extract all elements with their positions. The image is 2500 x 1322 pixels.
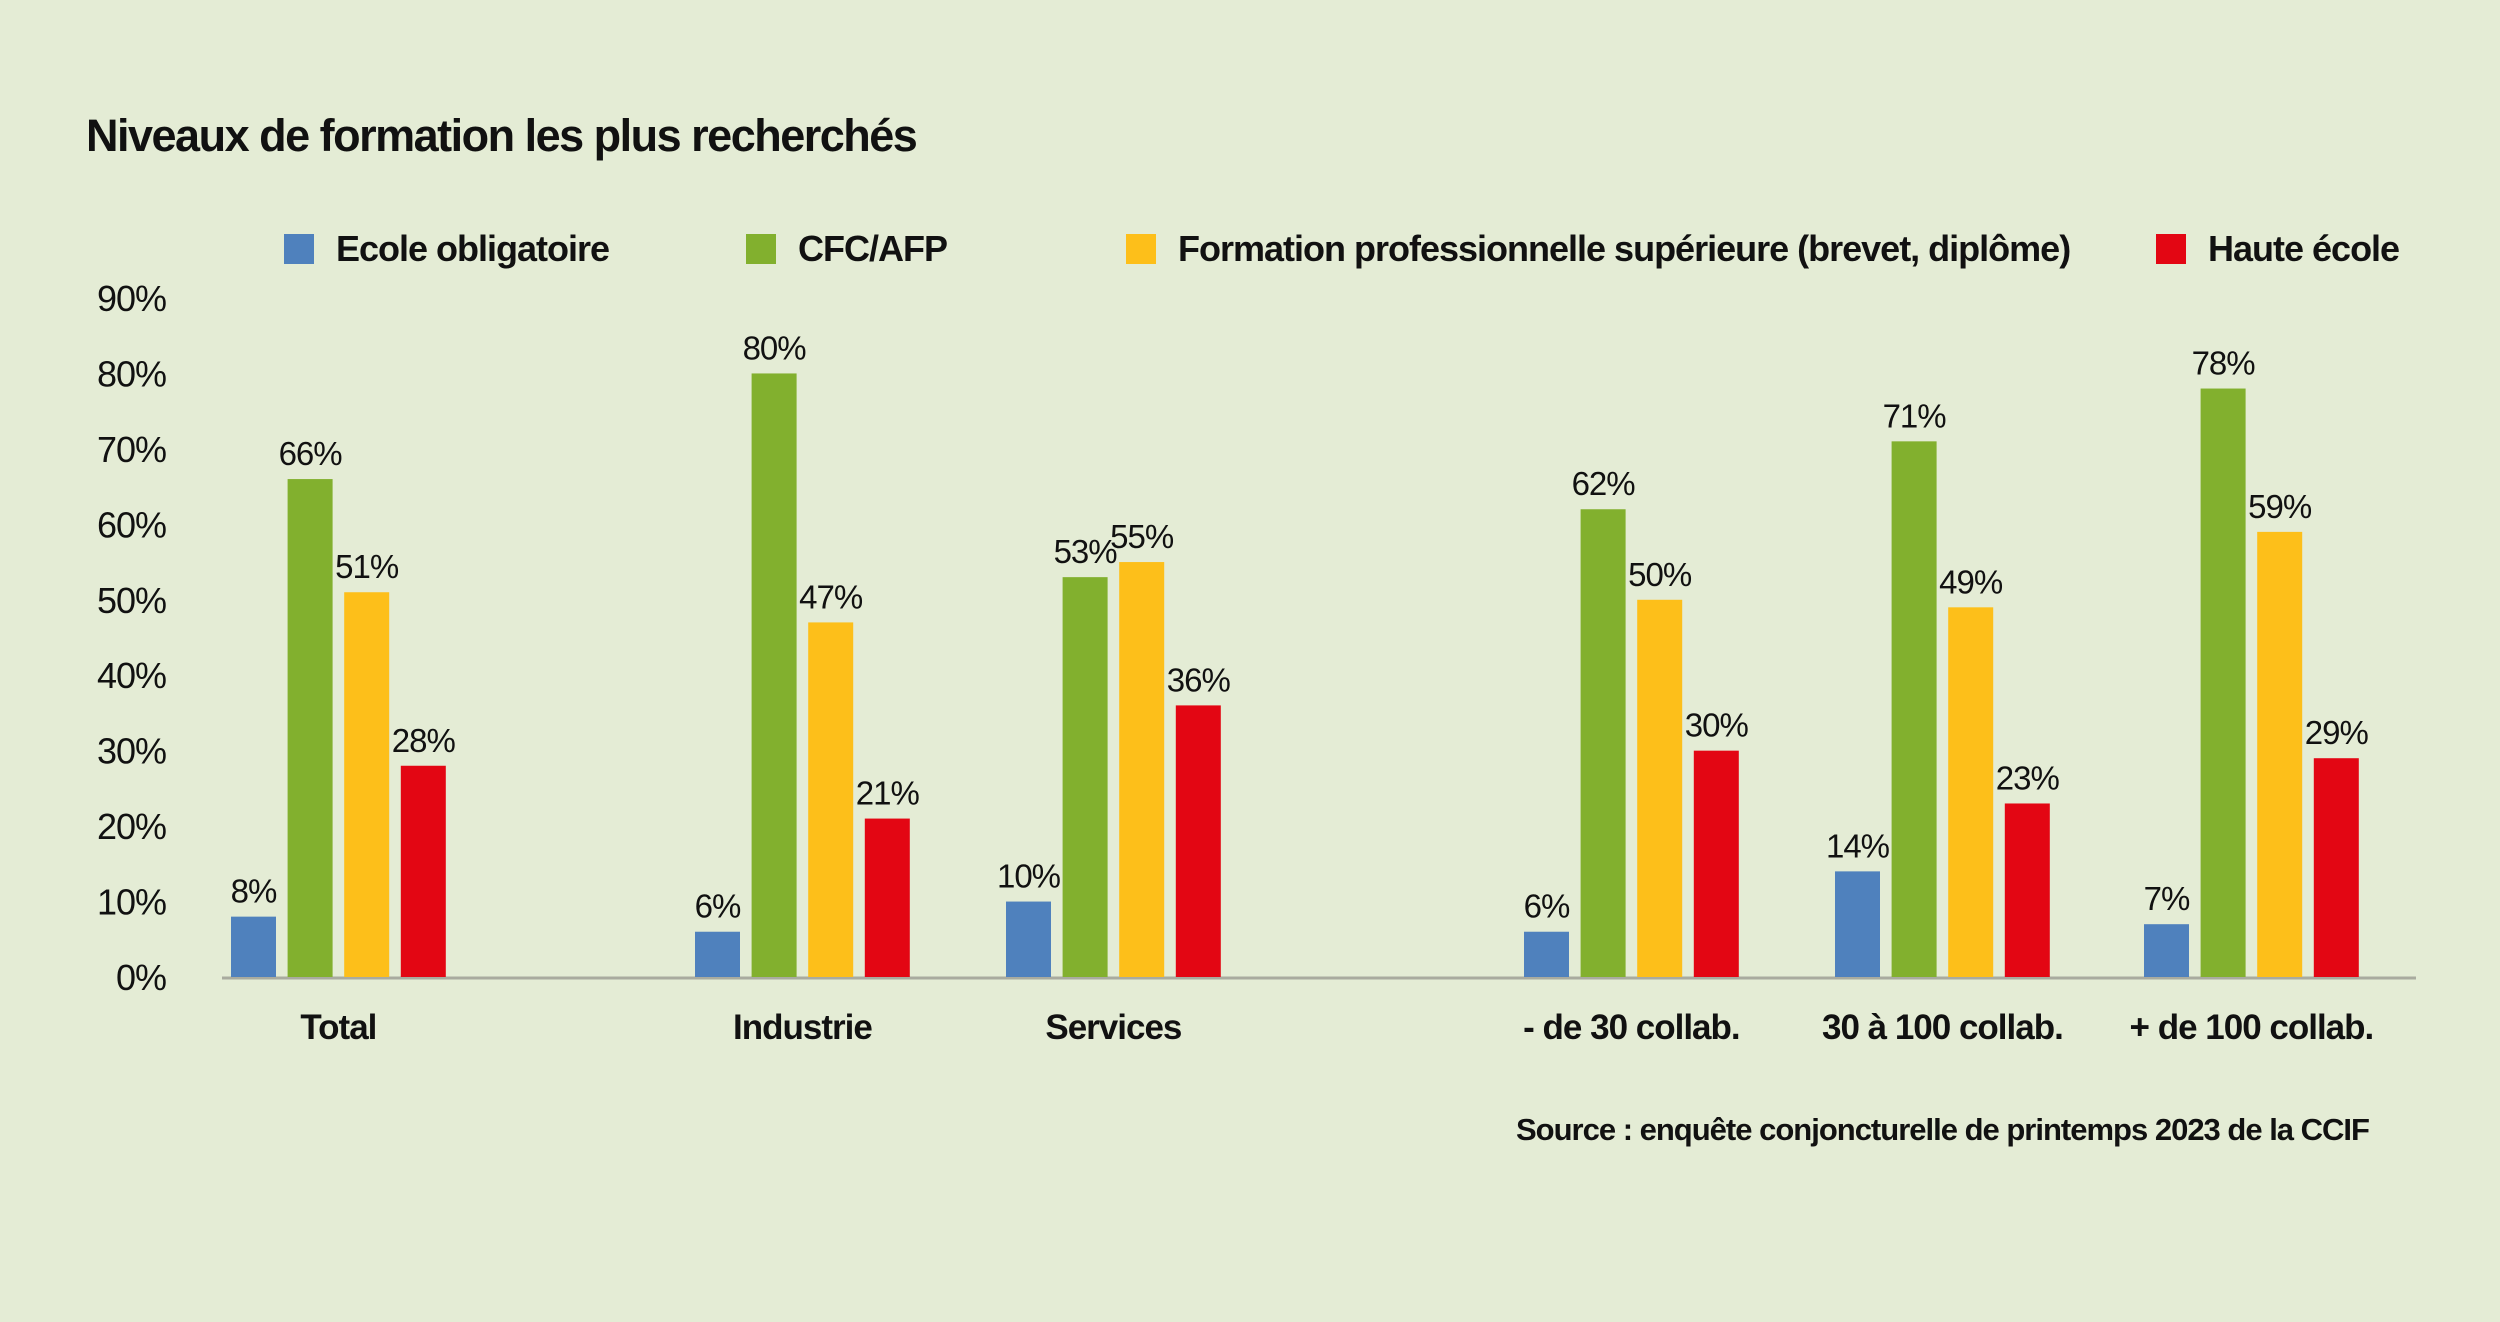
data-label: 21% <box>856 775 920 812</box>
legend-swatch <box>746 234 776 264</box>
data-label: 51% <box>335 548 399 585</box>
legend-swatch <box>1126 234 1156 264</box>
legend-item-ecole-obligatoire: Ecole obligatoire <box>284 228 610 270</box>
y-tick-label: 60% <box>97 504 166 545</box>
legend: Ecole obligatoire CFC/AFP Formation prof… <box>0 228 2500 278</box>
legend-item-haute-ecole: Haute école <box>2156 228 2400 270</box>
chart-title: Niveaux de formation les plus recherchés <box>86 110 918 161</box>
bar <box>1580 509 1626 977</box>
data-label: 28% <box>392 722 456 759</box>
data-label: 50% <box>1628 556 1692 593</box>
bar <box>2200 388 2246 977</box>
data-label: 78% <box>2192 345 2256 382</box>
y-tick-label: 70% <box>97 429 166 470</box>
legend-label: Formation professionnelle supérieure (br… <box>1178 228 2071 269</box>
x-tick-label: Industrie <box>733 1008 872 1047</box>
data-label: 23% <box>1996 759 2060 796</box>
y-tick-label: 90% <box>97 278 166 319</box>
legend-label: CFC/AFP <box>798 228 948 269</box>
y-tick-label: 40% <box>97 655 166 696</box>
bar <box>344 592 390 977</box>
data-label: 71% <box>1883 397 1947 434</box>
x-tick-label: + de 100 collab. <box>2130 1008 2374 1047</box>
bar <box>1175 705 1221 977</box>
data-label: 53% <box>1054 533 1118 570</box>
bar <box>400 765 446 977</box>
bar <box>1119 562 1165 977</box>
data-label: 29% <box>2305 714 2369 751</box>
bar <box>808 622 854 977</box>
bar <box>1693 750 1739 977</box>
bar <box>1637 599 1683 977</box>
legend-item-cfc-afp: CFC/AFP <box>746 228 948 270</box>
x-tick-label: Services <box>1045 1008 1182 1047</box>
legend-label: Ecole obligatoire <box>336 228 610 269</box>
x-tick-label: Total <box>300 1008 376 1047</box>
data-label: 49% <box>1939 563 2003 600</box>
bar <box>2313 758 2359 977</box>
legend-label: Haute école <box>2208 228 2400 269</box>
y-tick-label: 50% <box>97 580 166 621</box>
bar <box>287 479 333 977</box>
data-label: 7% <box>2144 880 2190 917</box>
data-label: 59% <box>2248 488 2312 525</box>
bar <box>2257 531 2303 977</box>
x-tick-label: 30 à 100 collab. <box>1822 1008 2063 1047</box>
y-tick-label: 10% <box>97 882 166 923</box>
data-label: 6% <box>1524 888 1570 925</box>
data-label: 36% <box>1167 661 1231 698</box>
bar <box>231 916 276 977</box>
source-note: Source : enquête conjoncturelle de print… <box>1515 1112 2370 1147</box>
data-label: 8% <box>231 873 277 910</box>
data-label: 62% <box>1572 465 1636 502</box>
legend-item-formation-pro-sup: Formation professionnelle supérieure (br… <box>1126 228 2071 270</box>
data-label: 6% <box>695 888 741 925</box>
bar <box>1948 607 1994 977</box>
bar <box>2004 803 2050 977</box>
bar <box>1835 871 1880 977</box>
bar <box>751 373 797 977</box>
data-label: 55% <box>1110 518 1174 555</box>
bar <box>1006 901 1051 977</box>
bar <box>864 818 910 977</box>
y-tick-label: 0% <box>116 957 166 998</box>
x-tick-label: - de 30 collab. <box>1523 1008 1739 1047</box>
data-label: 10% <box>997 858 1061 895</box>
y-tick-label: 30% <box>97 731 166 772</box>
legend-swatch <box>284 234 314 264</box>
legend-swatch <box>2156 234 2186 264</box>
bar <box>1062 577 1108 977</box>
data-label: 14% <box>1826 827 1890 864</box>
bar <box>2144 924 2189 977</box>
bar <box>1524 931 1569 977</box>
bar <box>695 931 740 977</box>
data-label: 80% <box>743 329 807 366</box>
data-label: 30% <box>1685 707 1749 744</box>
y-tick-label: 80% <box>97 353 166 394</box>
data-label: 66% <box>279 435 343 472</box>
bar <box>1891 441 1937 977</box>
y-tick-label: 20% <box>97 806 166 847</box>
data-label: 47% <box>799 578 863 615</box>
